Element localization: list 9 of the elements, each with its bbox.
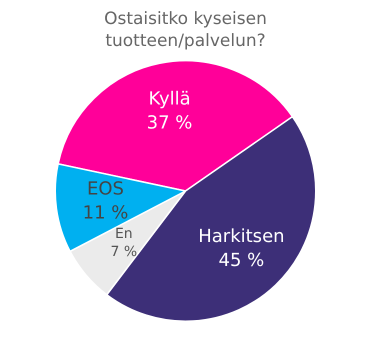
chart-title: Ostaisitko kyseisen tuotteen/palvelun? bbox=[103, 8, 268, 52]
slice-label: Harkitsen bbox=[198, 226, 285, 247]
data-label: 37 % bbox=[146, 112, 192, 134]
data-label: 7 % bbox=[110, 244, 138, 260]
data-label: 45 % bbox=[218, 250, 264, 271]
slice-label: EOS bbox=[87, 178, 124, 200]
slice-label: Kyllä bbox=[148, 88, 191, 110]
slice-label: En bbox=[114, 226, 133, 242]
data-label: 11 % bbox=[82, 202, 128, 224]
